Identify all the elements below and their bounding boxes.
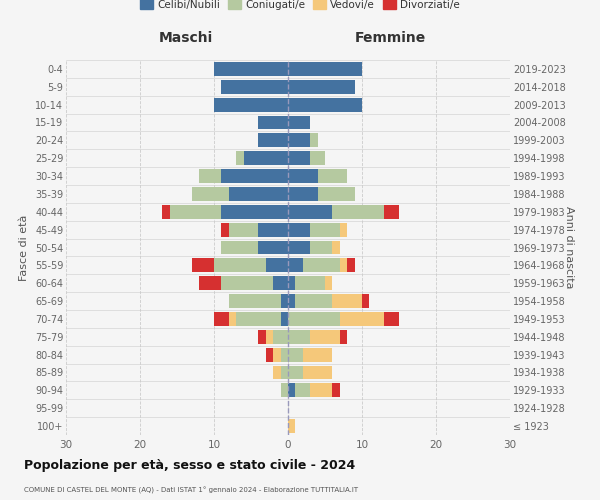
Bar (192, 258, 214, 272)
Bar (199, 276, 221, 290)
Bar (332, 384, 340, 398)
Bar (273, 366, 281, 380)
Bar (214, 258, 266, 272)
Y-axis label: Fasce di età: Fasce di età (19, 214, 29, 280)
Bar (384, 312, 399, 326)
Bar (303, 258, 340, 272)
Bar (281, 312, 288, 326)
Bar (288, 62, 362, 76)
Bar (317, 169, 347, 183)
Bar (288, 116, 310, 130)
Bar (310, 384, 332, 398)
Bar (259, 116, 288, 130)
Bar (288, 80, 355, 94)
Bar (332, 240, 340, 254)
Bar (236, 312, 281, 326)
Bar (310, 330, 340, 344)
Text: Femmine: Femmine (355, 31, 426, 45)
Bar (273, 330, 288, 344)
Bar (332, 294, 362, 308)
Text: Popolazione per età, sesso e stato civile - 2024: Popolazione per età, sesso e stato civil… (24, 460, 355, 472)
Bar (288, 419, 295, 433)
Bar (273, 276, 288, 290)
Bar (288, 366, 303, 380)
Y-axis label: Anni di nascita: Anni di nascita (564, 206, 574, 289)
Bar (229, 187, 288, 201)
Bar (199, 169, 221, 183)
Bar (192, 187, 229, 201)
Bar (325, 276, 332, 290)
Bar (229, 294, 281, 308)
Bar (340, 258, 347, 272)
Bar (229, 312, 236, 326)
Bar (162, 205, 170, 219)
Bar (281, 366, 288, 380)
Bar (288, 98, 362, 112)
Bar (259, 222, 288, 236)
Bar (281, 384, 288, 398)
Bar (384, 205, 399, 219)
Text: Maschi: Maschi (159, 31, 213, 45)
Bar (295, 276, 325, 290)
Bar (288, 312, 340, 326)
Bar (170, 205, 221, 219)
Bar (214, 312, 229, 326)
Bar (266, 348, 273, 362)
Bar (362, 294, 370, 308)
Bar (288, 187, 317, 201)
Bar (221, 276, 273, 290)
Bar (221, 169, 288, 183)
Bar (347, 258, 355, 272)
Bar (259, 330, 266, 344)
Bar (340, 330, 347, 344)
Bar (266, 330, 273, 344)
Bar (303, 348, 332, 362)
Bar (281, 294, 288, 308)
Bar (288, 222, 310, 236)
Bar (214, 62, 288, 76)
Bar (310, 151, 325, 165)
Bar (221, 240, 259, 254)
Bar (295, 294, 332, 308)
Bar (221, 205, 288, 219)
Bar (295, 384, 310, 398)
Bar (288, 348, 303, 362)
Bar (236, 151, 244, 165)
Bar (310, 134, 317, 147)
Bar (288, 151, 310, 165)
Bar (221, 80, 288, 94)
Bar (288, 134, 310, 147)
Bar (259, 134, 288, 147)
Bar (244, 151, 288, 165)
Text: COMUNE DI CASTEL DEL MONTE (AQ) - Dati ISTAT 1° gennaio 2024 - Elaborazione TUTT: COMUNE DI CASTEL DEL MONTE (AQ) - Dati I… (24, 487, 358, 494)
Bar (332, 205, 384, 219)
Bar (281, 348, 288, 362)
Bar (288, 169, 317, 183)
Bar (259, 240, 288, 254)
Bar (288, 384, 295, 398)
Bar (288, 276, 295, 290)
Bar (288, 294, 295, 308)
Bar (288, 240, 310, 254)
Bar (273, 348, 281, 362)
Bar (288, 330, 310, 344)
Bar (288, 258, 303, 272)
Bar (340, 222, 347, 236)
Bar (288, 205, 332, 219)
Bar (214, 98, 288, 112)
Bar (317, 187, 355, 201)
Bar (229, 222, 259, 236)
Bar (303, 366, 332, 380)
Bar (310, 240, 332, 254)
Bar (310, 222, 340, 236)
Legend: Celibi/Nubili, Coniugati/e, Vedovi/e, Divorziati/e: Celibi/Nubili, Coniugati/e, Vedovi/e, Di… (136, 0, 464, 14)
Bar (266, 258, 288, 272)
Bar (221, 222, 229, 236)
Bar (340, 312, 384, 326)
